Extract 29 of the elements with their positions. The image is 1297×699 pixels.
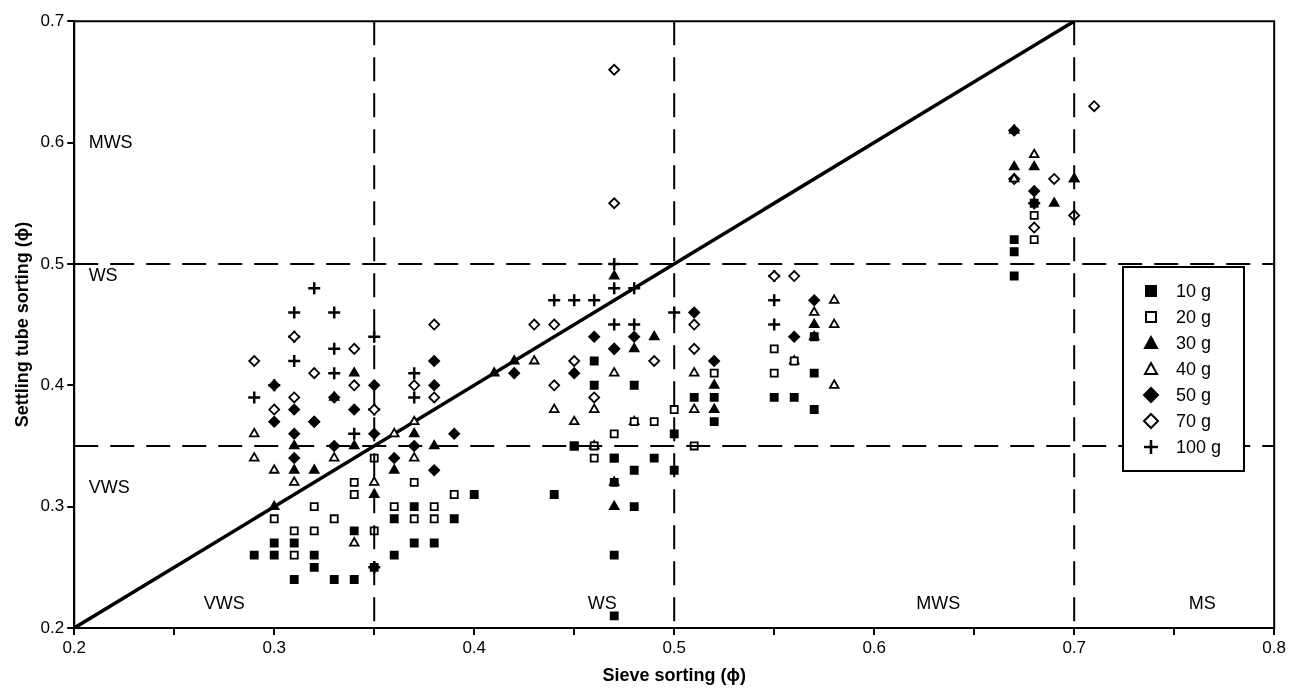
y-tick-label: 0.7 (40, 10, 65, 30)
legend-label: 50 g (1175, 384, 1211, 406)
legend-label: 30 g (1175, 332, 1211, 354)
legend-label: 100 g (1175, 436, 1221, 458)
legend-label: 40 g (1175, 358, 1211, 380)
x-axis-title: Sieve sorting (ϕ) (602, 665, 746, 686)
y-tick-label: 0.6 (40, 132, 65, 152)
x-tick-label: 0.3 (262, 637, 287, 657)
annotation: MWS (916, 592, 961, 613)
y-tick-label: 0.3 (40, 496, 65, 516)
legend-label: 10 g (1175, 280, 1211, 302)
y-tick-label: 0.5 (40, 253, 65, 273)
x-tick-label: 0.6 (862, 637, 887, 657)
annotation: MS (1188, 592, 1216, 613)
legend-label: 20 g (1175, 306, 1211, 328)
x-tick-label: 0.7 (1062, 637, 1087, 657)
x-tick-label: 0.5 (662, 637, 687, 657)
x-tick-label: 0.4 (462, 637, 487, 657)
legend-label: 70 g (1175, 410, 1211, 432)
annotation: WS (587, 592, 617, 613)
annotation: MWS (88, 131, 133, 152)
y-axis-title: Settling tube sorting (ϕ) (11, 221, 32, 428)
x-tick-label: 0.2 (62, 637, 87, 657)
annotation: VWS (203, 592, 245, 613)
x-tick-label: 0.8 (1262, 637, 1286, 657)
y-tick-label: 0.4 (40, 374, 65, 394)
annotation: VWS (88, 477, 130, 498)
annotation: WS (88, 265, 118, 286)
y-tick-label: 0.2 (40, 617, 65, 637)
